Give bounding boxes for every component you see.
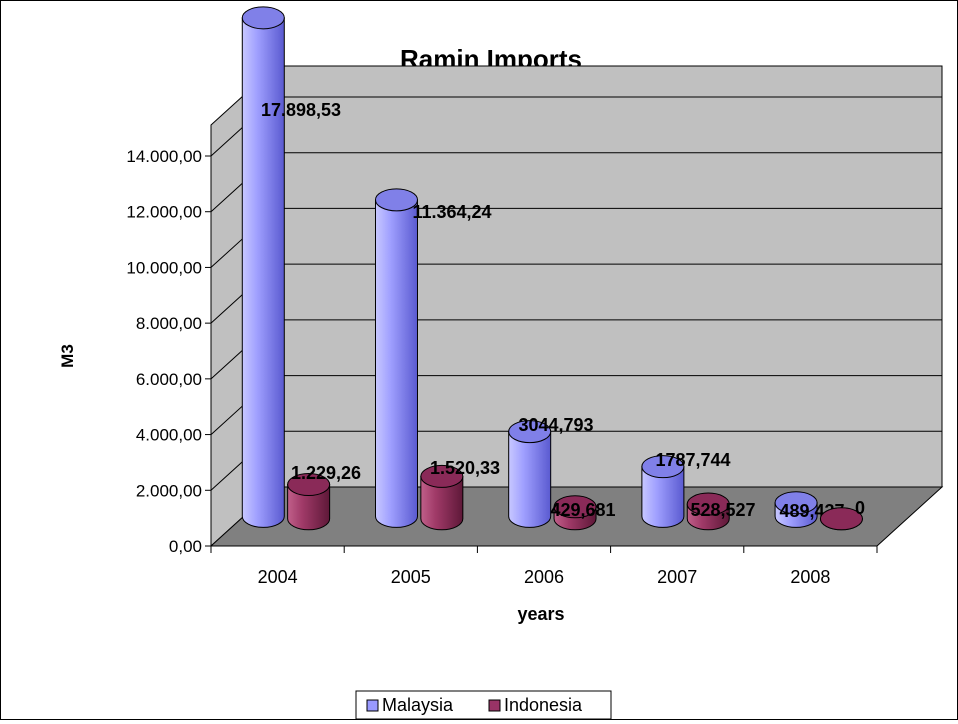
bar-indonesia: 1.520,33 (420, 458, 500, 531)
data-label-indonesia: 1.520,33 (430, 458, 500, 478)
y-tick-label: 6.000,00 (136, 370, 202, 389)
bar-top-malaysia (241, 6, 285, 30)
bar-malaysia: 17.898,53 (241, 6, 341, 528)
bar-body-indonesia (420, 475, 464, 531)
bar-indonesia: 429,681 (550, 495, 616, 531)
y-tick-label: 12.000,00 (126, 203, 202, 222)
data-label-malaysia: 1787,744 (655, 450, 730, 470)
data-label-malaysia: 11.364,24 (412, 202, 491, 222)
legend-label-indonesia: Indonesia (504, 695, 583, 715)
y-tick-label: 8.000,00 (136, 314, 202, 333)
bar-body-indonesia (287, 484, 331, 531)
legend-swatch-malaysia (366, 699, 379, 712)
plot-area: 0,00 2.000,00 4.000,00 6.000,00 8.000,00 10.0… (126, 6, 944, 587)
data-label-indonesia: 429,681 (550, 500, 615, 520)
data-label-indonesia: 528,527 (690, 500, 755, 520)
bar-top-indonesia (287, 473, 331, 497)
bar-malaysia: 3044,793 (508, 415, 594, 528)
x-axis-title: years (517, 604, 564, 624)
bar-malaysia: 1787,744 (641, 450, 731, 528)
bar-body-malaysia (641, 466, 685, 528)
data-label-malaysia: 3044,793 (518, 415, 593, 435)
bar-top-malaysia (374, 188, 418, 212)
bar-top-malaysia (774, 491, 818, 515)
bar-body-malaysia (508, 431, 552, 528)
bar-top-indonesia (420, 464, 464, 488)
bar-indonesia: 0 (819, 498, 865, 531)
bar-top-indonesia (553, 495, 597, 519)
x-tick-label: 2006 (524, 567, 564, 587)
bar-top-indonesia (819, 507, 863, 531)
bar-malaysia: 489,437 (774, 491, 845, 528)
x-tick-label: 2007 (657, 567, 697, 587)
y-tick-label: 10.000,00 (126, 258, 202, 277)
bar-indonesia: 1.229,26 (287, 463, 361, 531)
y-tick-label: 2.000,00 (136, 481, 202, 500)
legend-label-malaysia: Malaysia (382, 695, 454, 715)
data-label-indonesia: 0 (855, 498, 865, 518)
y-tick-label: 14.000,00 (126, 147, 202, 166)
bar-body-malaysia (241, 17, 285, 528)
bar-malaysia: 11.364,24 (374, 188, 492, 528)
bar-indonesia: 528,527 (686, 492, 756, 531)
legend-swatch-indonesia (488, 699, 501, 712)
y-tick-label: 4.000,00 (136, 426, 202, 445)
y-axis-title: M3 (58, 344, 77, 368)
bar-top-malaysia (508, 420, 552, 444)
data-label-malaysia: 17.898,53 (261, 100, 341, 120)
x-tick-label: 2008 (790, 567, 830, 587)
x-tick-label: 2005 (391, 567, 431, 587)
bar-top-indonesia (686, 492, 730, 516)
data-label-indonesia: 1.229,26 (291, 463, 361, 483)
bar-body-malaysia (374, 199, 418, 528)
legend-box (355, 690, 612, 720)
x-tick-label: 2004 (258, 567, 298, 587)
bar-top-malaysia (641, 455, 685, 479)
y-tick-label: 0,00 (169, 537, 202, 556)
legend: Malaysia Indonesia (355, 690, 612, 720)
